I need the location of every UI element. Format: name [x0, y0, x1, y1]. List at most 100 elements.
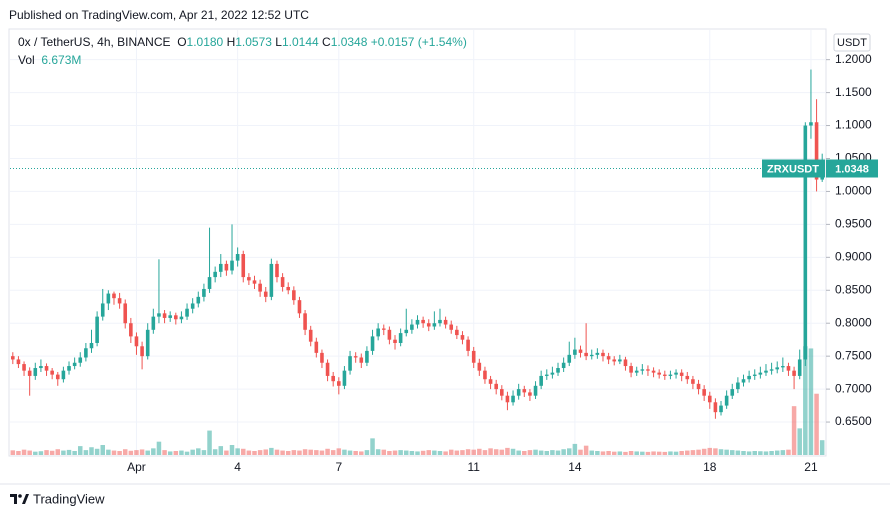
volume-bar [314, 450, 319, 455]
candle-body [674, 372, 678, 375]
candle-body [516, 389, 521, 396]
volume-bar [207, 430, 212, 455]
volume-bar [201, 450, 207, 455]
candle-body [168, 315, 172, 318]
ohlc-value: 1.0144 [281, 35, 319, 49]
volume-bar [274, 449, 280, 455]
volume-bar [718, 449, 724, 455]
volume-bar [426, 450, 431, 455]
ohlc-value: 1.0348 [330, 35, 368, 49]
candle-body [415, 319, 420, 325]
volume-bar [353, 451, 358, 455]
volume-bar [679, 451, 684, 455]
volume-bar [505, 447, 510, 455]
volume-bar [106, 449, 111, 455]
volume-bar [499, 449, 505, 455]
candle-body [27, 370, 32, 376]
volume-bar [617, 451, 623, 455]
volume-bar [415, 451, 420, 455]
volume-bar [774, 450, 780, 455]
candle-body [696, 383, 701, 390]
volume-bar [319, 450, 325, 455]
volume-bar [432, 450, 437, 455]
candle-body [145, 329, 150, 357]
candle-body [511, 395, 515, 403]
ohlc-key: H [226, 35, 236, 49]
volume-bar [482, 450, 488, 455]
volume-bar [791, 406, 797, 455]
y-tick-label: 0.8000 [835, 315, 872, 329]
candle-body [140, 346, 144, 357]
brand: TradingView [33, 491, 105, 506]
volume-bar [89, 447, 94, 455]
volume-bar [83, 450, 89, 455]
volume-bar [493, 449, 499, 455]
volume-bar [803, 346, 808, 455]
candle-body [33, 368, 38, 376]
volume-bar [342, 449, 347, 455]
symbol: 0x / TetherUS, 4h, BINANCE [18, 35, 171, 49]
volume-bar [162, 450, 167, 455]
volume-bar [595, 451, 600, 455]
volume-bar [61, 450, 66, 455]
candle-body [179, 316, 184, 320]
volume-bar [724, 449, 729, 455]
candle-body [595, 352, 600, 355]
candle-body [651, 370, 656, 373]
volume-bar [33, 451, 38, 455]
symbol-tag: ZRXUSDT [767, 163, 819, 175]
candle-body [275, 263, 279, 278]
volume-bar [370, 438, 375, 455]
candle-body [567, 354, 572, 363]
volume-bar [387, 451, 392, 455]
candle-body [736, 382, 740, 390]
volume-bar [139, 449, 145, 455]
published: Published on TradingView.com, Apr 21, 20… [9, 8, 309, 22]
volume-bar [477, 448, 482, 455]
candle-body [668, 374, 673, 376]
candle-body [646, 369, 650, 371]
change: +0.0157 (+1.54%) [370, 35, 467, 49]
candle-body [769, 369, 774, 371]
candle-body [809, 122, 813, 126]
candle-body [752, 374, 757, 376]
candle-body [202, 288, 206, 297]
candle-body [16, 359, 21, 365]
candle-body [528, 392, 532, 396]
volume-bar [533, 449, 538, 455]
volume-bar [398, 450, 403, 455]
volume-bar [713, 448, 718, 455]
candle-body [606, 356, 611, 360]
plot-border [8, 28, 827, 457]
x-tick-label: Apr [127, 460, 146, 474]
candle-body [410, 324, 414, 330]
candle-body [117, 298, 122, 304]
volume-bar [302, 449, 308, 455]
candle-body [758, 372, 763, 375]
candle-body [702, 389, 706, 396]
volume-bar [111, 450, 117, 455]
volume-bar [555, 450, 561, 455]
candle-body [55, 374, 60, 380]
volume-bar [752, 451, 757, 455]
ohlc-value: 1.0573 [235, 35, 272, 49]
ohlc: O1.0180 H1.0573 L1.0144 C1.0348 [177, 35, 371, 49]
volume-bar [685, 450, 690, 455]
currency: USDT [837, 37, 867, 49]
volume-bar [651, 451, 656, 455]
ohlc-key: C [322, 35, 331, 49]
candle-body [466, 339, 470, 351]
candle-body [814, 122, 819, 180]
volume-bar [364, 450, 370, 455]
candle-body [455, 329, 459, 336]
candle-body [286, 286, 291, 291]
volume-bar [263, 449, 268, 455]
candle-body [263, 291, 268, 297]
ohlc-key: L [275, 35, 282, 49]
volume-bar [808, 348, 814, 455]
candle-body [123, 303, 128, 324]
candle-body [792, 370, 796, 376]
candle-body [719, 405, 723, 413]
volume-bar [550, 450, 555, 455]
